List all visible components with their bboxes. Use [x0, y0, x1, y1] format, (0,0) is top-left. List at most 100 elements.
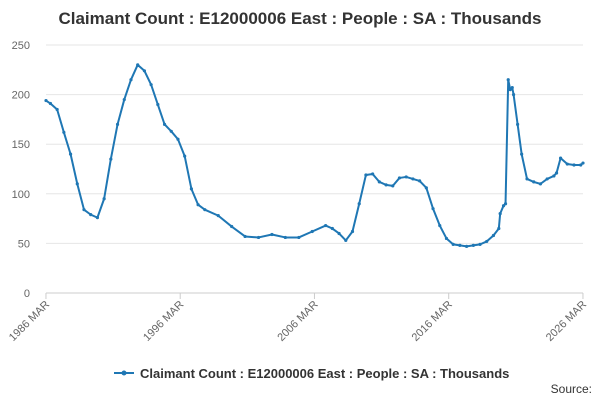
data-point[interactable] [371, 172, 375, 176]
legend[interactable]: Claimant Count : E12000006 East : People… [114, 366, 509, 381]
data-point[interactable] [68, 152, 73, 156]
data-point[interactable] [203, 208, 207, 212]
data-point[interactable] [506, 78, 510, 82]
data-point[interactable] [162, 122, 167, 126]
data-point[interactable] [491, 233, 496, 238]
data-point[interactable] [297, 235, 301, 240]
data-point[interactable] [424, 186, 428, 190]
chart-title: Claimant Count : E12000006 East : People… [58, 9, 541, 28]
data-point[interactable] [511, 93, 516, 97]
data-point[interactable] [579, 163, 583, 167]
data-point[interactable] [404, 175, 408, 179]
legend-label: Claimant Count : E12000006 East : People… [140, 366, 509, 381]
data-point[interactable] [109, 157, 113, 161]
data-point[interactable] [377, 180, 381, 184]
data-point[interactable] [350, 229, 355, 234]
data-point[interactable] [516, 122, 520, 126]
data-point[interactable] [444, 236, 449, 241]
data-point[interactable] [230, 224, 234, 229]
data-point[interactable] [129, 78, 133, 82]
data-point[interactable] [391, 184, 395, 188]
data-point[interactable] [189, 187, 193, 191]
data-point[interactable] [520, 152, 524, 156]
data-point[interactable] [532, 180, 536, 184]
y-tick-label: 100 [12, 189, 30, 201]
x-tick-label: 2026 MAR [544, 299, 589, 344]
data-point[interactable] [508, 88, 512, 92]
data-point[interactable] [95, 216, 100, 220]
data-point[interactable] [545, 177, 549, 181]
data-point[interactable] [310, 229, 314, 234]
data-point[interactable] [497, 226, 501, 231]
data-point[interactable] [196, 203, 200, 207]
data-point[interactable] [55, 107, 59, 112]
data-point[interactable] [451, 242, 455, 246]
data-point[interactable] [256, 235, 261, 240]
data-point[interactable] [503, 202, 508, 206]
data-point[interactable] [471, 243, 475, 247]
data-point[interactable] [558, 156, 563, 160]
data-point[interactable] [478, 242, 482, 246]
data-point[interactable] [176, 137, 180, 141]
x-tick-label: 1986 MAR [7, 299, 52, 344]
data-point[interactable] [364, 173, 368, 177]
data-point[interactable] [485, 239, 489, 244]
data-point[interactable] [554, 171, 559, 175]
x-tick-label: 2016 MAR [410, 299, 455, 344]
data-point[interactable] [411, 177, 415, 181]
data-point[interactable] [510, 86, 514, 90]
data-point[interactable] [136, 63, 140, 67]
x-tick-label: 1996 MAR [141, 299, 186, 344]
data-point[interactable] [270, 232, 274, 237]
data-point[interactable] [330, 226, 334, 231]
data-point[interactable] [89, 213, 93, 217]
data-point[interactable] [62, 130, 66, 134]
data-point[interactable] [243, 234, 247, 239]
y-tick-label: 150 [12, 139, 30, 151]
series-line [45, 63, 584, 248]
data-point[interactable] [216, 214, 220, 218]
data-point[interactable] [384, 183, 388, 187]
data-point[interactable] [344, 238, 348, 243]
y-tick-label: 250 [12, 40, 30, 52]
data-point[interactable] [525, 177, 529, 181]
x-tick-label: 2006 MAR [275, 299, 320, 344]
data-point[interactable] [552, 174, 556, 178]
source-label: Source: [551, 382, 592, 396]
data-point[interactable] [169, 129, 173, 133]
data-point[interactable] [498, 212, 502, 216]
data-point[interactable] [438, 223, 442, 228]
data-point[interactable] [115, 122, 120, 126]
data-point[interactable] [581, 161, 585, 165]
legend-marker [121, 370, 127, 376]
data-point[interactable] [149, 83, 153, 87]
data-point[interactable] [82, 208, 86, 212]
data-point[interactable] [48, 101, 53, 106]
data-point[interactable] [156, 102, 160, 107]
data-point[interactable] [565, 162, 569, 166]
data-point[interactable] [44, 98, 48, 103]
y-tick-label: 0 [24, 288, 30, 300]
data-point[interactable] [122, 97, 126, 102]
data-point[interactable] [538, 182, 543, 186]
data-point[interactable] [75, 182, 79, 186]
data-point[interactable] [501, 204, 506, 208]
data-point[interactable] [397, 176, 402, 180]
data-point[interactable] [283, 235, 287, 240]
axes: 0 50 100 150 200 250 1986 MAR 1996 MAR 2006 MAR 2… [7, 40, 589, 344]
data-point[interactable] [142, 69, 147, 73]
data-point[interactable] [337, 231, 341, 236]
y-tick-label: 50 [18, 238, 30, 250]
data-point[interactable] [431, 207, 435, 211]
series-layer [44, 63, 585, 248]
data-point[interactable] [102, 197, 106, 201]
data-point[interactable] [418, 179, 422, 183]
data-point[interactable] [572, 163, 576, 167]
data-point[interactable] [458, 243, 462, 247]
data-point[interactable] [183, 154, 187, 158]
data-point[interactable] [324, 223, 328, 228]
data-point[interactable] [465, 244, 469, 248]
data-point[interactable] [357, 202, 361, 206]
